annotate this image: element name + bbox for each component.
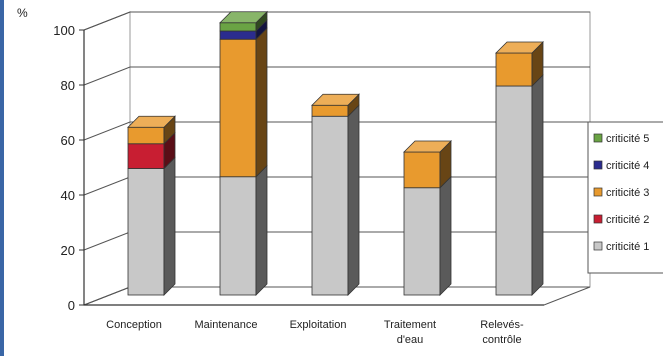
y-tick-label: 80 bbox=[61, 78, 75, 93]
bar-segment-side bbox=[531, 74, 544, 296]
y-tick-label: 20 bbox=[61, 243, 75, 258]
bar-stack bbox=[127, 115, 176, 296]
bar-stack bbox=[495, 41, 544, 296]
x-category-label: Conception bbox=[106, 319, 162, 331]
bar-segment-side bbox=[255, 27, 268, 178]
x-category-label-line: Relevés- bbox=[480, 319, 524, 331]
stacked-bar-chart: % 0 20 40 60 80 100 Conception Maintenance Expl… bbox=[17, 6, 663, 346]
x-category-label: Exploitation bbox=[290, 319, 347, 331]
bar-segment-front bbox=[495, 85, 533, 296]
legend-label: criticité 3 bbox=[606, 187, 649, 199]
legend-swatch bbox=[593, 241, 603, 251]
bar-segment-front bbox=[127, 126, 165, 145]
legend-label: criticité 5 bbox=[606, 133, 649, 145]
bars bbox=[127, 10, 544, 296]
legend-swatch bbox=[593, 133, 603, 143]
bar-segment-front bbox=[127, 143, 165, 169]
bar-segment-side bbox=[347, 104, 360, 296]
bar-segment-side bbox=[439, 175, 452, 296]
bar-segment-front bbox=[495, 52, 533, 87]
bar-segment-side bbox=[163, 156, 176, 296]
x-category-label-line: Conception bbox=[106, 319, 162, 331]
bar-segment-front bbox=[403, 151, 441, 189]
x-category-label-line: contrôle bbox=[482, 334, 521, 346]
bar-stack bbox=[403, 140, 452, 296]
bar-top-cap bbox=[403, 140, 452, 153]
bar-top-cap bbox=[219, 11, 268, 24]
gridline bbox=[83, 11, 590, 31]
bar-top-cap bbox=[311, 93, 360, 106]
legend-label: criticité 1 bbox=[606, 241, 649, 253]
bar-segment-front bbox=[219, 22, 257, 32]
x-category-label-line: Maintenance bbox=[195, 319, 258, 331]
gridline bbox=[83, 66, 590, 86]
legend-label: criticité 2 bbox=[606, 214, 649, 226]
bar-stack bbox=[311, 93, 360, 296]
y-tick-label: 40 bbox=[61, 188, 75, 203]
bar-segment-front bbox=[127, 168, 165, 296]
bar-stack bbox=[219, 10, 268, 296]
legend-label: criticité 4 bbox=[606, 160, 649, 172]
bar-top-cap bbox=[495, 41, 544, 54]
legend-swatch bbox=[593, 160, 603, 170]
x-category-label: Maintenance bbox=[195, 319, 258, 331]
side-wall bbox=[83, 11, 131, 306]
bar-segment-front bbox=[311, 104, 349, 117]
x-axis-labels: Conception Maintenance Exploitation Traitem… bbox=[106, 319, 524, 346]
y-axis-ticks: 0 20 40 60 80 100 bbox=[53, 23, 544, 313]
y-tick-label: 0 bbox=[68, 298, 75, 313]
bar-segment-front bbox=[311, 115, 349, 296]
bar-segment-front bbox=[219, 38, 257, 178]
x-category-label-line: d'eau bbox=[397, 334, 424, 346]
bar-segment-front bbox=[403, 187, 441, 296]
x-category-label: Traitement d'eau bbox=[384, 319, 436, 346]
bar-segment-front bbox=[219, 176, 257, 296]
bar-segment-front bbox=[219, 30, 257, 40]
x-category-label-line: Exploitation bbox=[290, 319, 347, 331]
bar-top-cap bbox=[127, 115, 176, 128]
y-tick-label: 100 bbox=[53, 23, 75, 38]
legend-swatch bbox=[593, 187, 603, 197]
legend: criticité 5 criticité 4 criticité 3 critici… bbox=[587, 121, 663, 274]
x-category-label-line: Traitement bbox=[384, 319, 436, 331]
y-tick-label: 60 bbox=[61, 133, 75, 148]
bar-segment-side bbox=[255, 164, 268, 296]
legend-swatch bbox=[593, 214, 603, 224]
x-category-label: Relevés-contrôle bbox=[480, 319, 524, 346]
gridline bbox=[83, 121, 590, 141]
y-unit-label: % bbox=[17, 6, 28, 20]
